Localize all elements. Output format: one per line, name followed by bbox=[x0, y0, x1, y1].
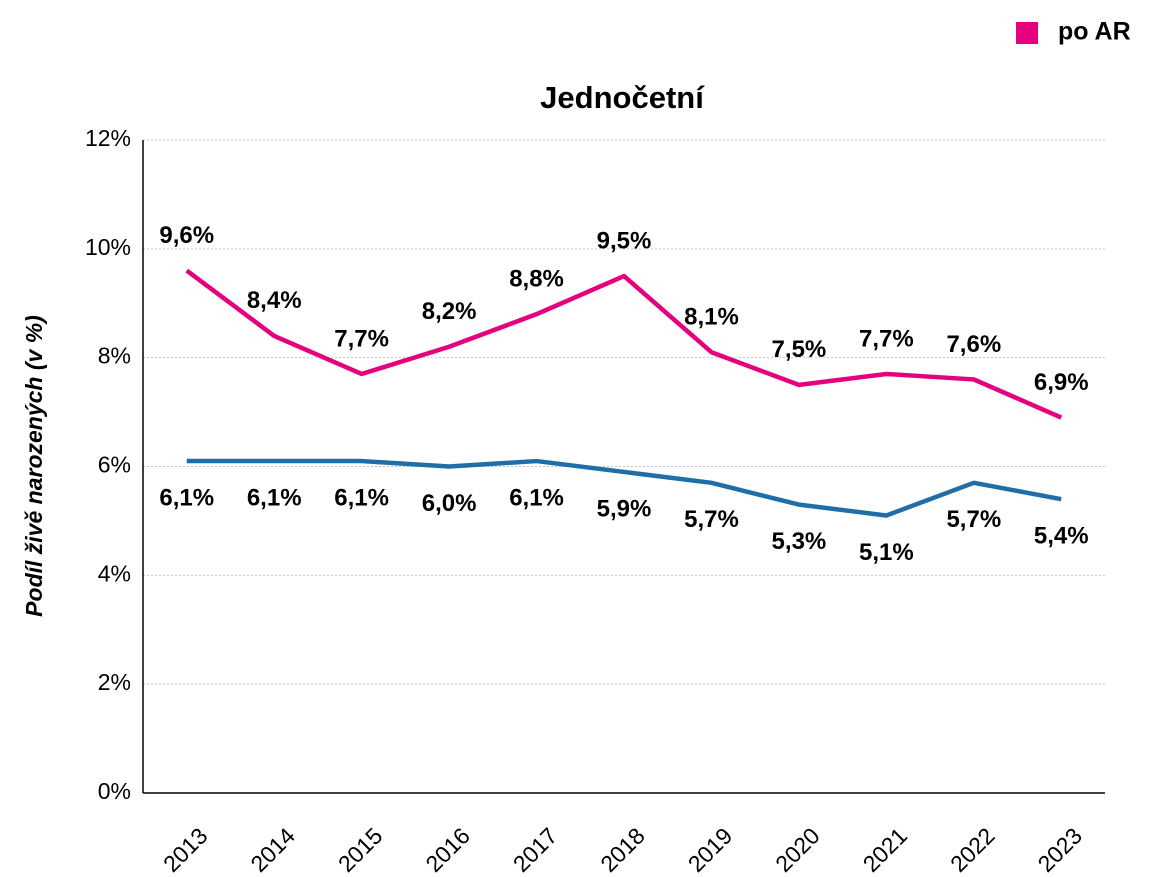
x-tick-label: 2020 bbox=[770, 822, 825, 877]
data-label: 8,2% bbox=[422, 298, 477, 325]
data-label: 5,7% bbox=[946, 506, 1001, 533]
data-label: 6,9% bbox=[1034, 369, 1089, 396]
data-label: 8,1% bbox=[684, 304, 739, 331]
chart-title: Jednočetní bbox=[540, 80, 705, 115]
x-tick-label: 2015 bbox=[333, 822, 388, 877]
legend-label: po AR bbox=[1058, 18, 1131, 46]
y-tick-label: 2% bbox=[98, 669, 131, 695]
data-label: 6,0% bbox=[422, 490, 477, 517]
data-label: 9,6% bbox=[159, 222, 214, 249]
data-label: 6,1% bbox=[334, 484, 389, 511]
y-tick-label: 6% bbox=[98, 452, 131, 478]
data-label: 7,7% bbox=[334, 325, 389, 352]
x-tick-label: 2023 bbox=[1033, 822, 1088, 877]
data-label: 5,7% bbox=[684, 506, 739, 533]
x-tick-label: 2013 bbox=[158, 822, 213, 877]
series-line bbox=[186, 458, 1062, 518]
x-tick-label: 2014 bbox=[245, 822, 300, 877]
data-label: 7,7% bbox=[859, 325, 914, 352]
data-label: 7,5% bbox=[772, 336, 827, 363]
x-tick-label: 2019 bbox=[683, 822, 738, 877]
legend-swatch bbox=[1016, 22, 1038, 44]
y-tick-label: 8% bbox=[98, 343, 131, 369]
y-tick-label: 4% bbox=[98, 560, 131, 586]
series-line bbox=[185, 268, 1063, 420]
x-tick-label: 2022 bbox=[945, 822, 1000, 877]
y-tick-label: 10% bbox=[85, 234, 131, 260]
x-tick-label: 2017 bbox=[508, 822, 563, 877]
x-tick-label: 2021 bbox=[858, 822, 913, 877]
y-axis-label: Podíl živě narozených (v %) bbox=[21, 315, 47, 617]
x-tick-label: 2016 bbox=[420, 822, 475, 877]
data-label: 8,4% bbox=[247, 287, 302, 314]
data-label: 7,6% bbox=[946, 331, 1001, 358]
y-tick-label: 12% bbox=[85, 125, 131, 151]
data-label: 9,5% bbox=[597, 227, 652, 254]
data-label: 6,1% bbox=[509, 484, 564, 511]
data-label: 5,9% bbox=[597, 495, 652, 522]
data-label: 5,3% bbox=[772, 528, 827, 555]
y-tick-label: 0% bbox=[98, 778, 131, 804]
x-tick-label: 2018 bbox=[595, 822, 650, 877]
data-label: 6,1% bbox=[247, 484, 302, 511]
data-label: 6,1% bbox=[159, 484, 214, 511]
data-label: 5,1% bbox=[859, 539, 914, 566]
data-label: 8,8% bbox=[509, 265, 564, 292]
data-label: 5,4% bbox=[1034, 522, 1089, 549]
